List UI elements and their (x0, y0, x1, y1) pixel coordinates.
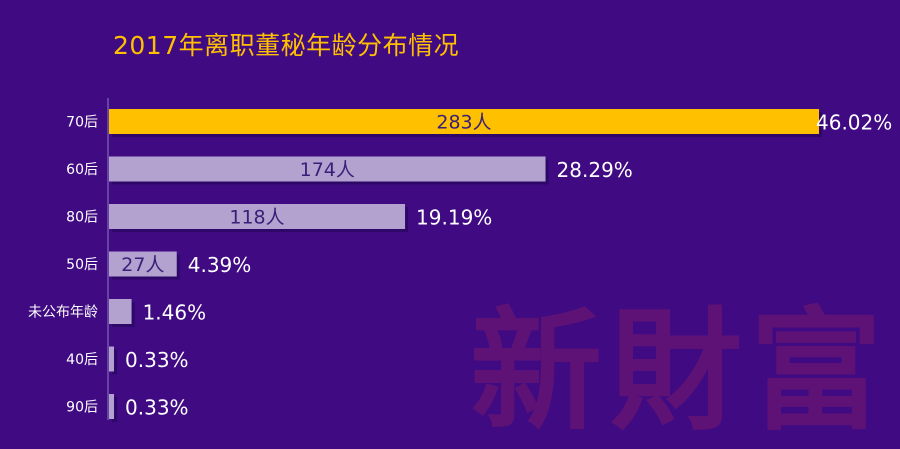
watermark: 新財富 (470, 294, 890, 449)
value-label: 27人 (121, 254, 164, 276)
category-label: 未公布年龄 (28, 305, 98, 321)
percent-label: 1.46% (143, 301, 207, 325)
percent-label: 28.29% (557, 158, 633, 182)
bar (109, 251, 177, 277)
category-label: 90后 (66, 400, 98, 416)
category-label: 60后 (66, 162, 98, 178)
chart-title: 2017年离职董秘年龄分布情况 (113, 31, 460, 60)
percent-label: 46.02% (816, 111, 892, 135)
bar (109, 299, 132, 324)
category-label: 70后 (66, 115, 98, 131)
percent-label: 0.33% (125, 348, 189, 372)
bar (109, 394, 115, 419)
category-label: 80后 (66, 210, 98, 226)
category-label: 40后 (66, 352, 98, 368)
value-label: 283人 (436, 112, 491, 134)
percent-label: 4.39% (188, 253, 252, 277)
bar (109, 346, 115, 372)
bar-shadow (112, 397, 118, 422)
category-label: 50后 (66, 257, 98, 273)
bar (109, 109, 819, 134)
bar (109, 156, 546, 182)
value-label: 174人 (300, 159, 355, 181)
bar (109, 204, 406, 229)
percent-label: 0.33% (125, 396, 189, 420)
bar-shadow (112, 349, 118, 375)
value-label: 118人 (229, 207, 284, 229)
percent-label: 19.19% (416, 206, 492, 230)
